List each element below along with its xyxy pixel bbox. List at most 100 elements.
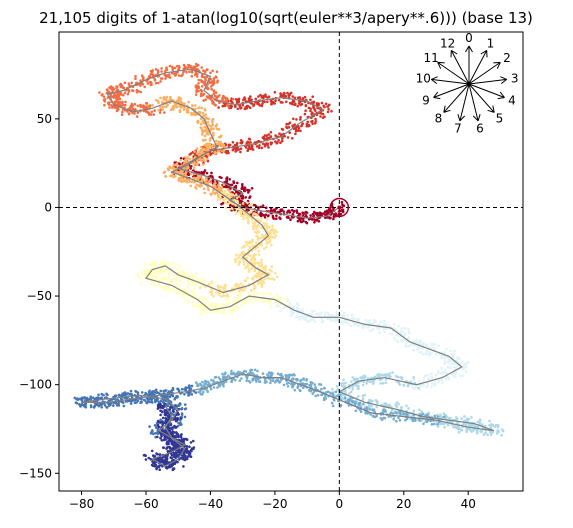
walk-point [130, 102, 134, 106]
walk-point [188, 281, 191, 284]
walk-point [285, 100, 288, 104]
walk-point [153, 273, 157, 277]
walk-point [190, 449, 193, 453]
walk-point [316, 393, 320, 397]
walk-point [367, 403, 371, 407]
walk-point [434, 352, 438, 356]
walk-point [227, 105, 230, 109]
walk-point [205, 75, 209, 79]
walk-point [401, 339, 404, 343]
walk-point [426, 413, 429, 417]
walk-point [169, 95, 172, 99]
walk-point [292, 117, 295, 121]
walk-point [199, 117, 203, 121]
walk-point [200, 171, 203, 175]
walk-point [161, 106, 164, 109]
walk-point [175, 419, 178, 423]
walk-point [225, 298, 228, 302]
walk-point [384, 402, 388, 406]
walk-point [179, 264, 182, 268]
walk-point [161, 260, 164, 263]
walk-point [260, 284, 263, 287]
walk-point [202, 147, 205, 150]
walk-point [224, 284, 228, 287]
walk-point [153, 277, 157, 281]
walk-point [399, 376, 402, 379]
walk-point [433, 384, 437, 388]
walk-point [176, 416, 179, 420]
walk-point [334, 390, 338, 394]
walk-point [210, 193, 213, 196]
walk-point [311, 318, 314, 321]
walk-point [274, 234, 278, 237]
walk-point [195, 88, 198, 91]
walk-point [215, 97, 218, 100]
walk-point [432, 422, 436, 426]
walk-point [146, 399, 150, 402]
walk-point [365, 406, 369, 409]
walk-point [128, 107, 131, 110]
walk-point [237, 254, 241, 257]
walk-point [290, 137, 294, 140]
walk-point [216, 284, 220, 288]
walk-point [469, 429, 473, 432]
walk-point [343, 384, 346, 388]
walk-point [240, 141, 243, 145]
walk-point [141, 76, 145, 79]
walk-point [195, 183, 199, 186]
walk-point [251, 371, 254, 375]
walk-point [164, 284, 167, 288]
walk-point [259, 236, 263, 240]
walk-point [214, 139, 218, 143]
walk-point [234, 378, 237, 382]
walk-point [247, 268, 251, 271]
walk-point [259, 272, 263, 276]
walk-point [167, 427, 170, 431]
walk-point [342, 378, 345, 382]
walk-point [454, 371, 458, 374]
walk-point [190, 111, 193, 115]
walk-point [183, 393, 186, 396]
walk-point [437, 371, 440, 375]
walk-point [445, 347, 448, 351]
walk-point [265, 380, 268, 384]
walk-point [282, 306, 286, 310]
walk-point [302, 318, 306, 321]
walk-point [235, 253, 238, 257]
walk-point [260, 233, 264, 237]
walk-point [253, 203, 257, 207]
walk-point [154, 99, 158, 102]
walk-point [211, 121, 214, 124]
walk-point [127, 112, 131, 116]
walk-point [300, 314, 303, 318]
walk-point [447, 376, 450, 380]
walk-point [211, 101, 215, 104]
walk-point [263, 144, 267, 148]
walk-point [245, 240, 248, 244]
walk-point [177, 413, 180, 416]
walk-point [87, 398, 91, 401]
walk-point [242, 289, 246, 292]
walk-point [151, 392, 155, 396]
walk-point [149, 457, 153, 461]
walk-point [214, 150, 217, 154]
walk-point [203, 125, 206, 129]
walk-point [235, 212, 238, 215]
walk-point [107, 404, 111, 408]
walk-point [240, 304, 243, 307]
walk-point [224, 201, 228, 204]
walk-point [225, 177, 228, 180]
walk-point [282, 210, 286, 213]
walk-point [161, 286, 164, 290]
walk-point [180, 433, 183, 436]
walk-point [161, 100, 164, 104]
walk-point [241, 183, 244, 186]
walk-point [395, 329, 399, 332]
walk-point [401, 330, 404, 333]
walk-point [430, 385, 433, 389]
walk-point [207, 144, 211, 148]
walk-point [269, 293, 273, 296]
walk-point [446, 365, 450, 369]
walk-point [410, 343, 413, 347]
walk-point [459, 374, 462, 378]
